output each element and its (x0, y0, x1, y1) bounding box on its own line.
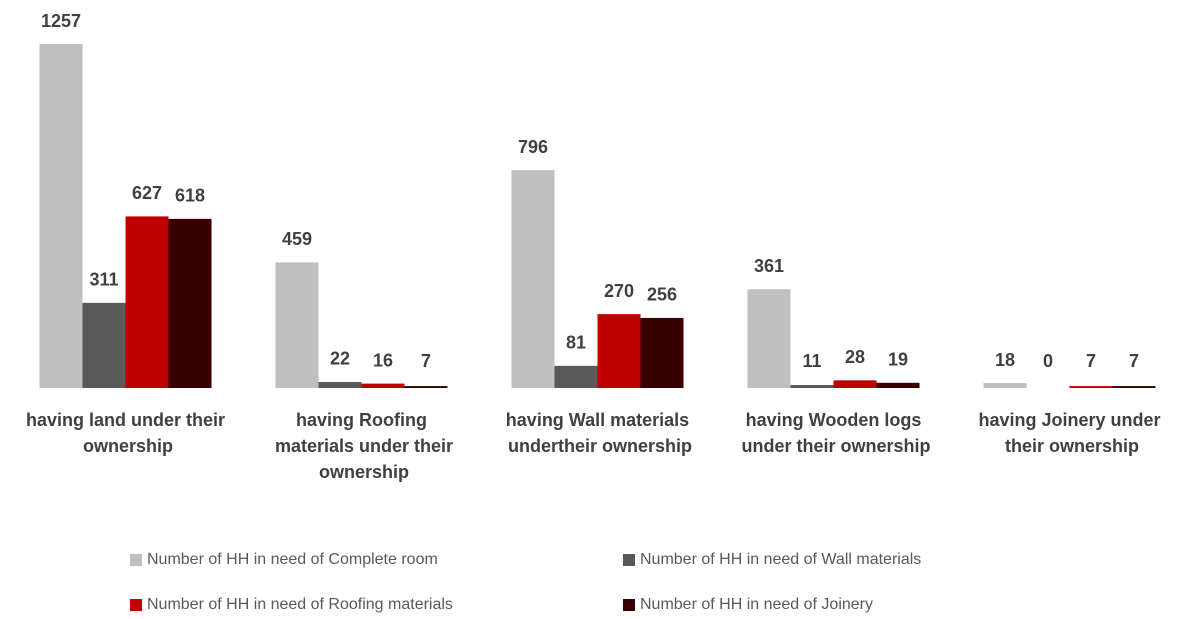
value-label: 256 (647, 285, 677, 305)
bar (1069, 386, 1113, 388)
bar (511, 170, 555, 388)
value-label: 627 (132, 183, 162, 203)
category-line: materials under their (270, 436, 453, 456)
legend-swatch (623, 554, 635, 566)
bar (833, 380, 877, 388)
category-line: their ownership (1000, 436, 1139, 456)
bar (125, 216, 169, 388)
value-label: 18 (995, 350, 1015, 370)
value-label: 0 (1043, 351, 1053, 371)
category-line: ownership (78, 436, 173, 456)
value-label: 22 (330, 349, 350, 369)
category-line: under their ownership (736, 436, 930, 456)
value-label: 311 (89, 270, 118, 290)
legend-label: Number of HH in need of Roofing material… (147, 596, 453, 613)
value-label: 796 (518, 137, 548, 157)
category-label: having land under their ownership (26, 410, 225, 456)
category-label: having Joinery under their ownership (978, 410, 1160, 456)
bar (747, 289, 791, 388)
category-line: having Roofing (296, 410, 427, 430)
legend-swatch (130, 554, 142, 566)
category-line: ownership (314, 462, 409, 482)
value-label: 270 (604, 281, 634, 301)
bar (82, 302, 126, 388)
category-line: having land under their (26, 410, 225, 430)
category-label: having Wooden logs under their ownership (736, 410, 930, 456)
category-line: having Wooden logs (746, 410, 922, 430)
legend-swatch (130, 599, 142, 611)
category-label: having Wall materials undertheir ownersh… (503, 410, 692, 456)
value-label: 7 (1086, 351, 1096, 371)
value-label: 1257 (41, 11, 81, 31)
value-label: 7 (421, 351, 431, 371)
value-label: 459 (282, 229, 312, 249)
value-label: 19 (888, 350, 908, 370)
bar (275, 262, 319, 388)
bar (640, 317, 684, 388)
value-label: 16 (373, 350, 393, 370)
value-label: 11 (802, 351, 821, 371)
legend-swatch (623, 599, 635, 611)
legend-label: Number of HH in need of Wall materials (640, 551, 921, 568)
value-label: 7 (1129, 351, 1139, 371)
bar (404, 386, 448, 388)
bar (318, 381, 362, 388)
bar (39, 44, 83, 388)
category-line: having Joinery under (978, 410, 1160, 430)
value-label: 618 (175, 186, 205, 206)
bar (168, 218, 212, 388)
bar (876, 382, 920, 388)
value-label: 28 (845, 347, 865, 367)
bar (597, 314, 641, 388)
bar (361, 383, 405, 388)
bar (790, 384, 834, 388)
legend-label: Number of HH in need of Complete room (147, 551, 438, 568)
value-label: 361 (754, 256, 784, 276)
legend-label: Number of HH in need of Joinery (640, 596, 873, 613)
bar (554, 365, 598, 388)
category-line: having Wall materials (506, 410, 689, 430)
category-label: having Roofing materials under their own… (270, 410, 453, 482)
category-line: undertheir ownership (503, 436, 692, 456)
value-label: 81 (566, 333, 586, 353)
bar (1112, 386, 1156, 388)
bar (983, 383, 1027, 388)
